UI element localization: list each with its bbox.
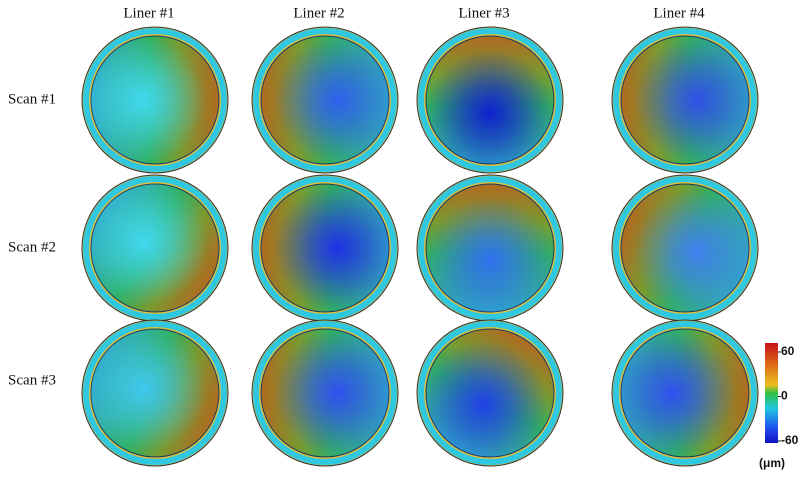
column-header: Liner #4 <box>653 5 705 21</box>
liner-scan <box>416 26 564 174</box>
liner-rim-inner <box>613 321 757 465</box>
liner-deviation <box>261 329 389 457</box>
liner-deviation <box>91 329 219 457</box>
liner-scan <box>611 174 759 322</box>
liner-rim-inner <box>83 176 227 320</box>
column-header: Liner #3 <box>458 5 509 21</box>
liner-scan <box>611 26 759 174</box>
liner-rim-inner <box>83 321 227 465</box>
liner-rim-inner <box>83 28 227 172</box>
liner-rim-inner <box>418 321 562 465</box>
liner-deviation <box>426 36 554 164</box>
liner-scan <box>81 319 229 467</box>
liner-deviation <box>426 329 554 457</box>
liner-deviation <box>261 184 389 312</box>
liner-deviation <box>261 36 389 164</box>
row-header: Scan #1 <box>8 91 56 107</box>
liner-deviation <box>91 184 219 312</box>
liner-rim-inner <box>418 28 562 172</box>
liner-scan <box>611 319 759 467</box>
liner-deviation <box>621 184 749 312</box>
colorbar-scale <box>765 343 778 443</box>
liner-rim-inner <box>613 28 757 172</box>
colorbar-unit: (μm) <box>759 456 785 470</box>
liner-rim-inner <box>418 176 562 320</box>
liner-rim-inner <box>253 28 397 172</box>
liner-scan <box>251 319 399 467</box>
liner-rim-inner <box>613 176 757 320</box>
colorbar: (μm) 60 0 -60 <box>759 343 799 470</box>
liner-scan <box>416 174 564 322</box>
colorbar-tick-label: 0 <box>781 389 788 403</box>
liner-deviation <box>621 329 749 457</box>
liner-scan <box>251 174 399 322</box>
column-header: Liner #1 <box>123 5 174 21</box>
colorbar-tick-label: 60 <box>781 344 795 358</box>
colorbar-tick-label: -60 <box>781 433 799 447</box>
liner-scan <box>251 26 399 174</box>
row-header: Scan #2 <box>8 239 56 255</box>
column-header: Liner #2 <box>293 5 344 21</box>
liner-deviation <box>426 184 554 312</box>
liner-deviation <box>91 36 219 164</box>
liner-scan <box>81 26 229 174</box>
row-header: Scan #3 <box>8 372 56 388</box>
liner-deviation <box>621 36 749 164</box>
liner-rim-inner <box>253 321 397 465</box>
liner-scan <box>416 319 564 467</box>
liner-scan <box>81 174 229 322</box>
liner-rim-inner <box>253 176 397 320</box>
